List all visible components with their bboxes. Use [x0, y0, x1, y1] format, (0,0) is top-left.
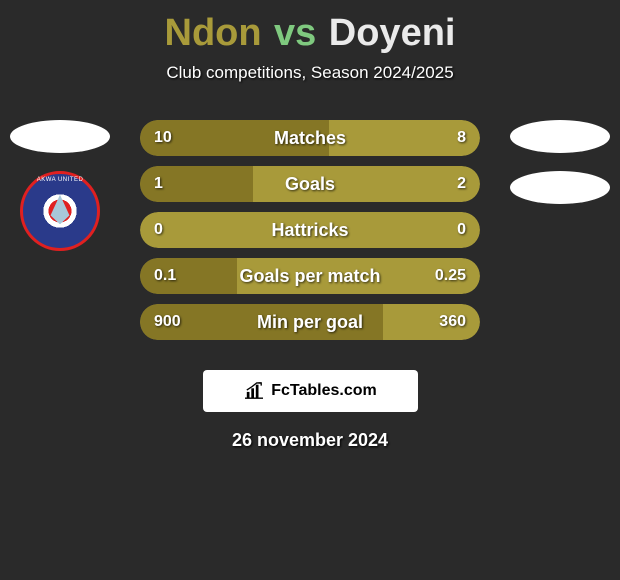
title-row: Ndon vs Doyeni — [0, 0, 620, 55]
player1-club-badge — [20, 171, 100, 251]
bar-row: 00Hattricks — [140, 212, 480, 248]
bar-row: 12Goals — [140, 166, 480, 202]
footer-area: FcTables.com 26 november 2024 — [0, 350, 620, 451]
bar-row: 900360Min per goal — [140, 304, 480, 340]
bar-label: Min per goal — [140, 304, 480, 340]
player2-club-badge — [510, 171, 610, 204]
comparison-bars: 108Matches 12Goals 00Hattricks 0.10.25Goals… — [140, 120, 480, 350]
player2-avatar — [510, 120, 610, 153]
title-player1: Ndon — [165, 12, 262, 54]
bar-row: 108Matches — [140, 120, 480, 156]
bar-label: Goals — [140, 166, 480, 202]
bar-chart-icon — [243, 382, 265, 400]
fctables-logo: FcTables.com — [203, 370, 418, 412]
player2-column — [510, 120, 610, 222]
bar-label: Goals per match — [140, 258, 480, 294]
bar-label: Hattricks — [140, 212, 480, 248]
date-line: 26 november 2024 — [0, 430, 620, 451]
bar-label: Matches — [140, 120, 480, 156]
player1-avatar — [10, 120, 110, 153]
title-vs: vs — [274, 12, 316, 54]
player1-column — [10, 120, 110, 251]
title-player2: Doyeni — [329, 12, 456, 54]
subtitle: Club competitions, Season 2024/2025 — [0, 63, 620, 83]
fctables-text: FcTables.com — [271, 382, 377, 400]
root: Ndon vs Doyeni Club competitions, Season… — [0, 0, 620, 580]
bar-row: 0.10.25Goals per match — [140, 258, 480, 294]
